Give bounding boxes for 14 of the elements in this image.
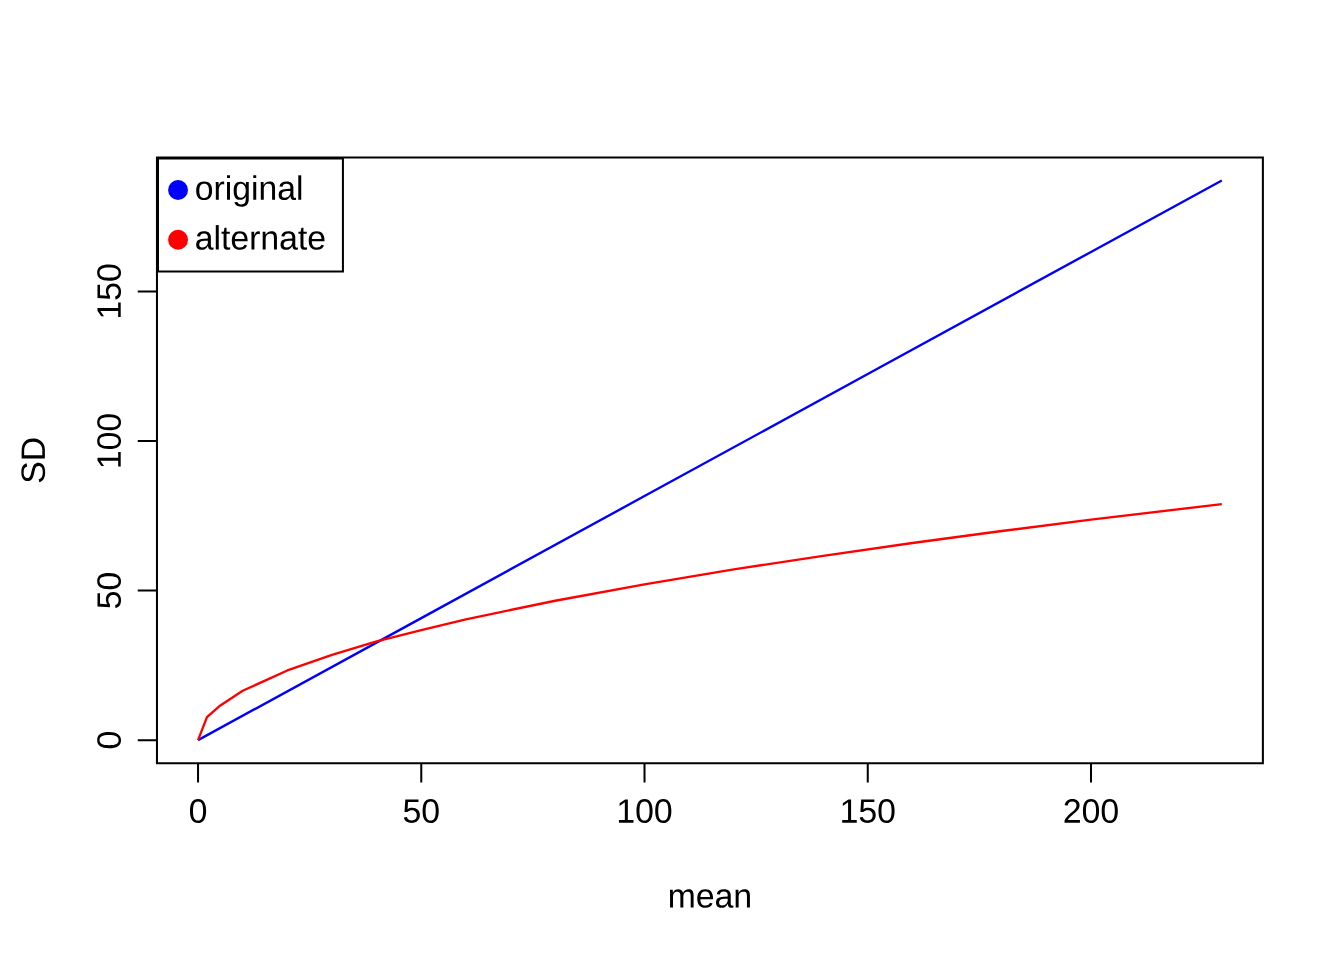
- y-tick-label: 150: [97, 264, 122, 317]
- y-tick-label: 100: [97, 414, 122, 467]
- line-series: [196, 502, 1223, 742]
- y-tick-label: 0: [97, 732, 122, 749]
- legend-label: alternate: [196, 225, 325, 250]
- y-axis-title: SD: [21, 438, 46, 483]
- x-axis-title: mean: [669, 889, 750, 908]
- x-tick-label: 50: [403, 799, 439, 823]
- x-tick-label: 150: [842, 799, 895, 823]
- legend-label: original: [196, 175, 302, 207]
- x-tick-label: 200: [1064, 799, 1118, 823]
- x-tick-label: 100: [618, 799, 672, 823]
- y-tick-label: 50: [97, 573, 122, 608]
- x-tick-label: 0: [189, 799, 207, 823]
